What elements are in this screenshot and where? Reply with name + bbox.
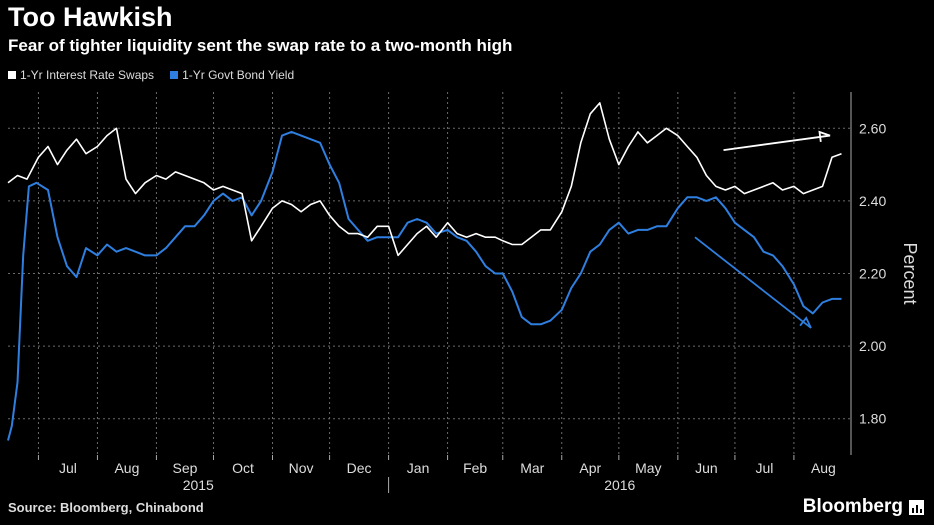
series-line-bond [7, 130, 842, 441]
source-note: Source: Bloomberg, Chinabond [8, 500, 204, 515]
annotation-arrowhead [818, 130, 831, 143]
y-tick-label: 2.00 [859, 338, 886, 354]
bar-chart-icon [909, 499, 924, 515]
legend-item-swaps: 1-Yr Interest Rate Swaps [8, 68, 154, 82]
x-tick-label: Dec [347, 460, 372, 476]
y-tick-label: 2.40 [859, 193, 886, 209]
legend: 1-Yr Interest Rate Swaps 1-Yr Govt Bond … [8, 68, 294, 82]
x-tick-label: Oct [232, 460, 254, 476]
year-label: 2015 [183, 477, 214, 493]
x-tick-label: Jan [407, 460, 430, 476]
x-tick-label: Jul [59, 460, 77, 476]
x-tick-label: Nov [289, 460, 314, 476]
y-axis-label: Percent [900, 242, 920, 304]
y-tick-label: 1.80 [859, 411, 886, 427]
x-tick-label: May [635, 460, 661, 476]
brand-name: Bloomberg [802, 496, 903, 517]
legend-item-bond: 1-Yr Govt Bond Yield [170, 68, 294, 82]
chart-subtitle: Fear of tighter liquidity sent the swap … [8, 36, 513, 55]
y-tick-label: 2.60 [859, 120, 886, 136]
bloomberg-logo: Bloomberg [803, 496, 924, 518]
chart-title: Too Hawkish [8, 2, 173, 32]
annotation-arrow [723, 134, 831, 151]
x-tick-label: Aug [114, 460, 139, 476]
annotation-arrow [694, 236, 812, 329]
x-tick-label: Aug [811, 460, 836, 476]
x-tick-label: Feb [463, 460, 487, 476]
x-tick-label: Sep [173, 460, 198, 476]
legend-swatch-bond [170, 71, 179, 79]
x-tick-label: Mar [520, 460, 544, 476]
year-label: 2016 [604, 477, 635, 493]
x-tick-label: Apr [579, 460, 601, 476]
x-tick-label: Jun [695, 460, 718, 476]
legend-label-swaps: 1-Yr Interest Rate Swaps [20, 68, 155, 82]
legend-swatch-swaps [8, 71, 16, 79]
y-tick-label: 2.20 [859, 266, 886, 282]
legend-label-bond: 1-Yr Govt Bond Yield [182, 68, 295, 82]
x-tick-label: Jul [755, 460, 773, 476]
annotation-arrowhead [799, 316, 812, 329]
series-line-swaps [7, 102, 842, 257]
